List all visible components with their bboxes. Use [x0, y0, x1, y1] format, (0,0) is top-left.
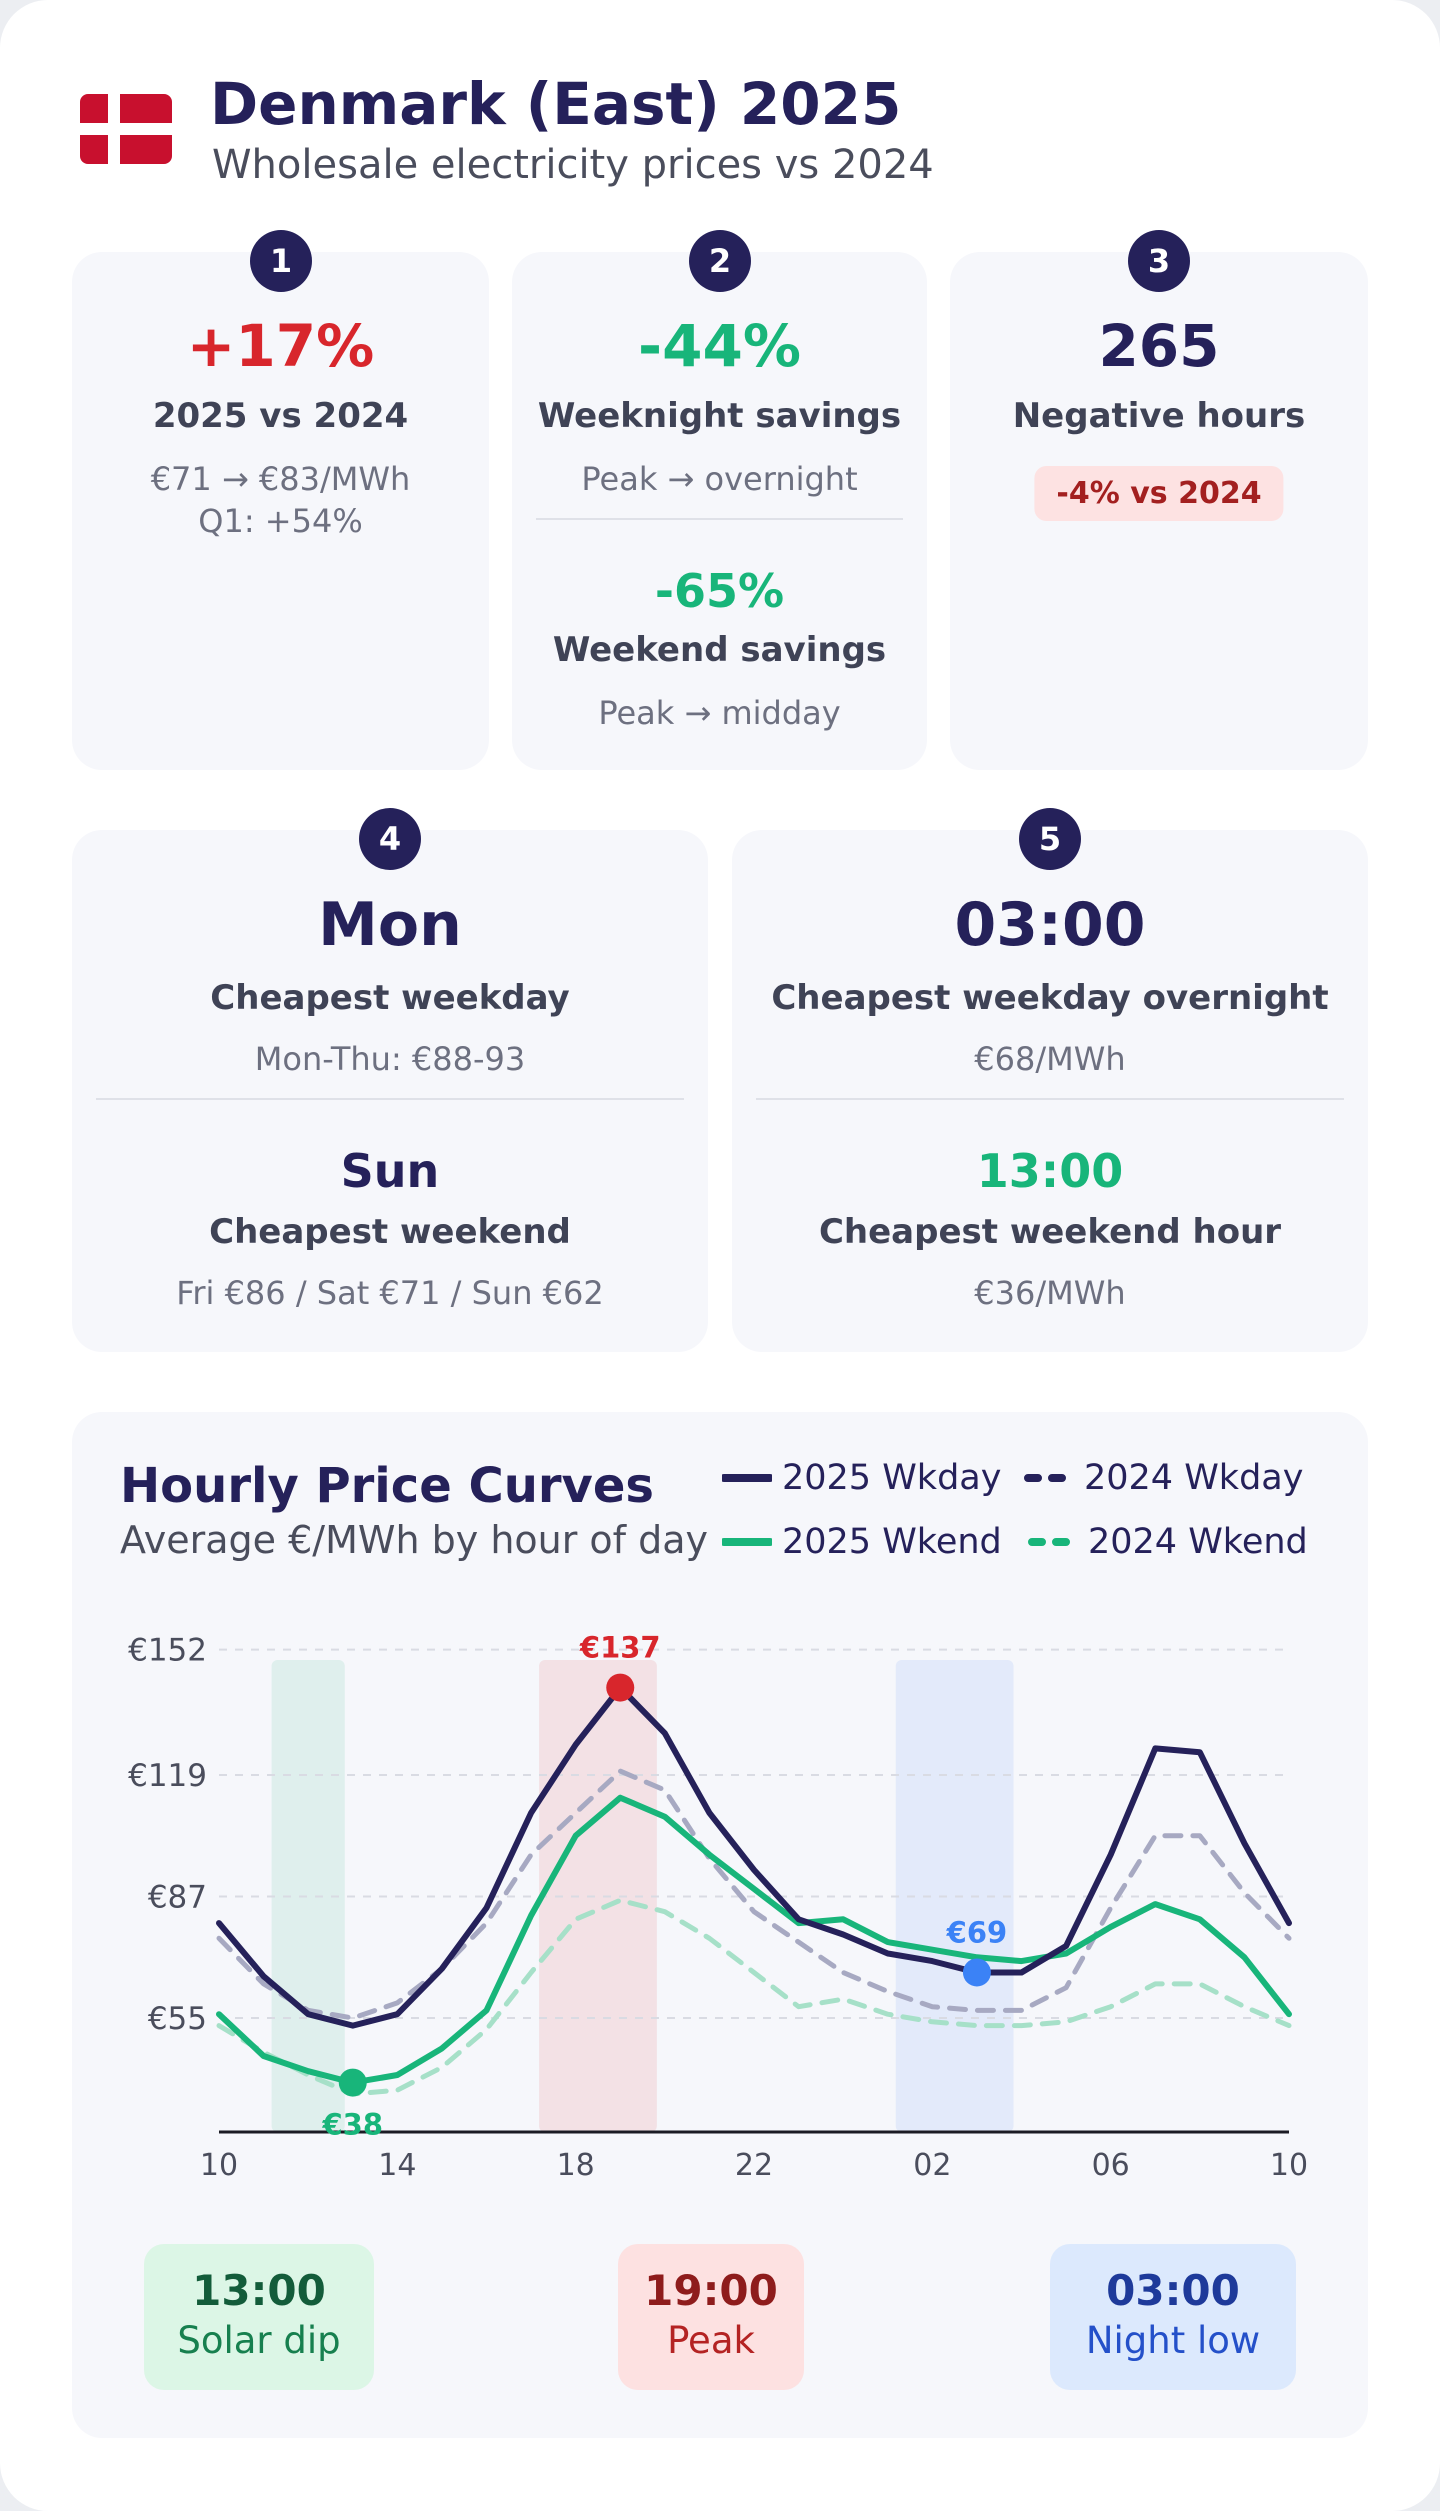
stat-card-cheapest-hour: 5 03:00 Cheapest weekday overnight €68/M…: [732, 808, 1368, 1352]
card-detail-q1: Q1: +54%: [198, 502, 363, 540]
chip-night-low: 03:00 Night low: [1050, 2244, 1296, 2390]
annotation-label: €69: [946, 1915, 1008, 1949]
series-line-2024-wkend: [216, 1897, 1292, 2097]
chip-label: Night low: [1085, 2319, 1261, 2362]
legend-item-2024-wkend: 2024 Wkend: [1028, 1522, 1308, 1562]
page-subtitle: Wholesale electricity prices vs 2024: [212, 142, 934, 188]
card-label-secondary: Cheapest weekend hour: [818, 1212, 1282, 1252]
card-label-secondary: Weekend savings: [552, 630, 887, 670]
chip-time: 19:00: [644, 2266, 778, 2315]
highlight-band-solar-dip: [271, 1660, 345, 2132]
chip-label: Peak: [667, 2319, 755, 2362]
series-line-2025-wkday: [216, 1684, 1292, 2029]
y-tick-label: €55: [148, 2001, 207, 2037]
legend-item-2025-wkend: 2025 Wkend: [722, 1522, 1002, 1562]
chip-solar-dip: 13:00 Solar dip: [144, 2244, 374, 2390]
legend-swatch-2024-wkend: [1028, 1538, 1078, 1546]
card-divider: [756, 1098, 1344, 1100]
card-label: Cheapest weekday: [210, 978, 570, 1018]
card-label-secondary: Cheapest weekend: [209, 1212, 571, 1252]
card-label: Cheapest weekday overnight: [771, 978, 1329, 1018]
card-detail: €68/MWh: [974, 1040, 1126, 1078]
annotation-label: €38: [321, 2108, 383, 2142]
legend-swatch-2025-wkend: [722, 1538, 772, 1546]
card-number-badge: 2: [689, 230, 751, 292]
card-value: +17%: [186, 312, 375, 380]
card-number-badge: 5: [1019, 808, 1081, 870]
chip-peak: 19:00 Peak: [618, 2244, 804, 2390]
x-tick-label: 14: [378, 2148, 416, 2183]
chip-time: 13:00: [192, 2266, 326, 2315]
denmark-flag-icon: [80, 94, 172, 164]
legend-label: 2024 Wkend: [1088, 1522, 1308, 1562]
annotation-marker: [606, 1673, 635, 1702]
y-tick-label: €87: [148, 1879, 207, 1915]
card-detail-secondary: Peak → midday: [598, 694, 841, 732]
x-tick-label: 02: [913, 2148, 951, 2183]
legend-item-2025-wkday: 2025 Wkday: [722, 1458, 1001, 1498]
card-number-badge: 4: [359, 808, 421, 870]
card-value: Mon: [318, 890, 462, 960]
x-tick-label: 06: [1092, 2148, 1130, 2183]
y-tick-label: €152: [128, 1633, 207, 1669]
stat-card-savings: 2 -44% Weeknight savings Peak → overnigh…: [512, 230, 927, 770]
legend-swatch-2025-wkday: [722, 1474, 772, 1482]
legend-item-2024-wkday: 2024 Wkday: [1024, 1458, 1303, 1498]
card-number-badge: 1: [250, 230, 312, 292]
card-detail: Mon-Thu: €88-93: [254, 1040, 526, 1078]
change-badge: -4% vs 2024: [1034, 466, 1284, 521]
stat-card-negative-hours: 3 265 Negative hours -4% vs 2024: [950, 230, 1368, 770]
series-line-2024-wkday: [216, 1768, 1292, 2021]
card-detail-secondary: Fri €86 / Sat €71 / Sun €62: [176, 1274, 604, 1312]
card-value: 03:00: [954, 890, 1146, 960]
legend-label: 2025 Wkday: [782, 1458, 1002, 1498]
card-detail: €71 → €83/MWh: [150, 460, 411, 498]
highlight-band-peak: [539, 1660, 657, 2132]
card-divider: [96, 1098, 684, 1100]
card-value-secondary: Sun: [340, 1144, 440, 1198]
annotation-label: €137: [579, 1631, 661, 1665]
card-value-secondary: -65%: [654, 564, 785, 618]
stat-card-cheapest-day: 4 Mon Cheapest weekday Mon-Thu: €88-93 S…: [72, 808, 708, 1352]
y-tick-label: €119: [128, 1758, 207, 1794]
card-divider: [536, 518, 903, 520]
card-detail: Peak → overnight: [581, 460, 858, 498]
highlight-band-night-low: [895, 1660, 1014, 2132]
chip-time: 03:00: [1106, 2266, 1240, 2315]
chart-title: Hourly Price Curves: [120, 1458, 654, 1514]
legend-swatch-2024-wkday: [1024, 1474, 1074, 1482]
legend-label: 2025 Wkend: [782, 1522, 1002, 1562]
stat-card-yoy: 1 +17% 2025 vs 2024 €71 → €83/MWh Q1: +5…: [72, 230, 489, 770]
annotation-marker: [962, 1958, 991, 1987]
card-detail-secondary: €36/MWh: [974, 1274, 1126, 1312]
chart-subtitle: Average €/MWh by hour of day: [120, 1518, 709, 1562]
card-number-badge: 3: [1128, 230, 1190, 292]
card-label: 2025 vs 2024: [152, 396, 409, 436]
card-value: 265: [1098, 312, 1220, 380]
card-label: Negative hours: [1012, 396, 1306, 436]
x-tick-label: 10: [1270, 2148, 1308, 2183]
x-tick-label: 22: [735, 2148, 773, 2183]
card-value: -44%: [638, 312, 801, 380]
legend-label: 2024 Wkday: [1084, 1458, 1304, 1498]
x-tick-label: 10: [200, 2148, 238, 2183]
series-line-2025-wkend: [216, 1794, 1292, 2086]
card-value-secondary: 13:00: [976, 1144, 1124, 1198]
page-title: Denmark (East) 2025: [210, 70, 902, 138]
x-tick-label: 18: [557, 2148, 595, 2183]
chip-label: Solar dip: [177, 2319, 341, 2362]
annotation-marker: [338, 2068, 367, 2097]
card-label: Weeknight savings: [537, 396, 902, 436]
